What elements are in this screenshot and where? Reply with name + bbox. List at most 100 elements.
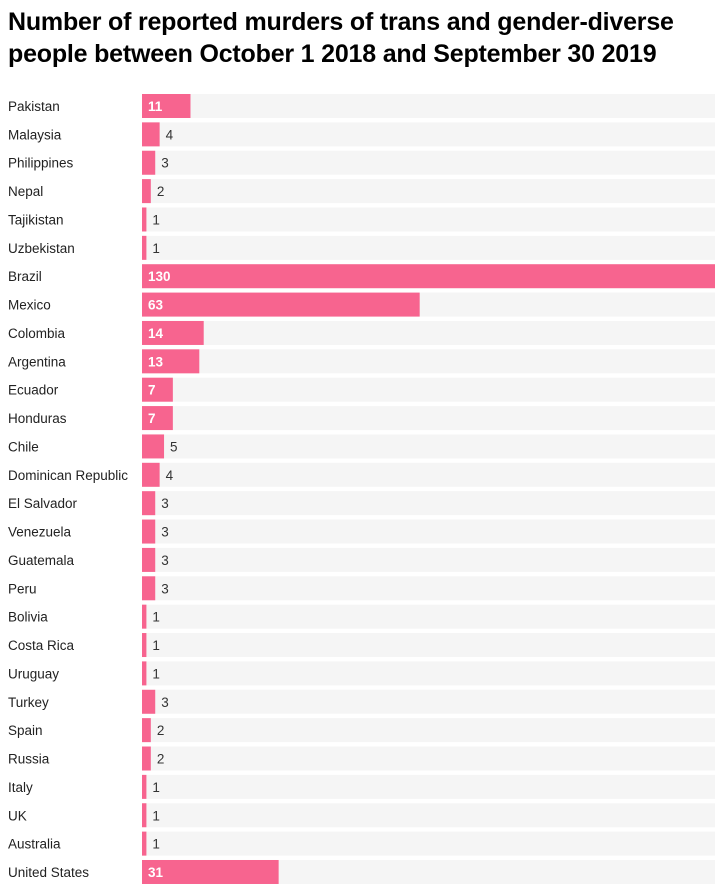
category-label: United States <box>8 865 89 880</box>
bar <box>142 122 160 147</box>
data-label: 1 <box>152 780 160 795</box>
data-label: 14 <box>148 326 164 341</box>
bar-track <box>142 661 715 686</box>
data-label: 5 <box>170 439 178 454</box>
category-label: Nepal <box>8 184 43 199</box>
category-label: Russia <box>8 752 50 767</box>
bar <box>142 406 173 431</box>
category-label: Argentina <box>8 354 66 369</box>
data-label: 2 <box>157 723 165 738</box>
bar <box>142 491 156 516</box>
data-label: 11 <box>148 99 163 114</box>
bar <box>142 94 191 118</box>
bar-track <box>142 604 715 629</box>
category-label: Brazil <box>8 269 42 284</box>
category-label: Italy <box>8 780 33 795</box>
bar <box>142 576 156 601</box>
data-label: 31 <box>148 865 164 880</box>
bar-track <box>142 406 715 431</box>
bar <box>142 689 156 714</box>
bar-track <box>142 179 715 204</box>
bar <box>142 547 156 572</box>
category-label: Tajikistan <box>8 212 64 227</box>
bar <box>142 207 147 232</box>
data-label: 4 <box>166 468 174 483</box>
category-label: Mexico <box>8 298 51 313</box>
bar-track <box>142 150 715 175</box>
bar <box>142 150 156 175</box>
bar-track <box>142 547 715 572</box>
data-label: 3 <box>161 525 169 540</box>
bar <box>142 774 147 799</box>
bar-track <box>142 774 715 799</box>
data-label: 3 <box>161 156 169 171</box>
bar-track <box>142 576 715 601</box>
data-label: 1 <box>152 241 160 256</box>
bar-track <box>142 831 715 856</box>
category-label: Australia <box>8 837 61 852</box>
category-label: Guatemala <box>8 553 75 568</box>
bar <box>142 661 147 686</box>
bar-track <box>142 803 715 828</box>
bar <box>142 434 165 459</box>
data-label: 3 <box>161 553 169 568</box>
data-label: 1 <box>152 837 160 852</box>
bar-track <box>142 718 715 743</box>
category-label: El Salvador <box>8 496 78 511</box>
data-label: 1 <box>152 808 160 823</box>
bar <box>142 235 147 260</box>
bar <box>142 264 715 289</box>
category-label: Colombia <box>8 326 66 341</box>
bar-track <box>142 235 715 260</box>
category-label: Pakistan <box>8 99 60 114</box>
bar <box>142 718 151 743</box>
bar-track <box>142 320 715 345</box>
bar-track <box>142 207 715 232</box>
data-label: 3 <box>161 695 169 710</box>
category-label: Peru <box>8 581 37 596</box>
data-label: 3 <box>161 581 169 596</box>
bar <box>142 179 151 204</box>
bar-track <box>142 633 715 658</box>
bar <box>142 604 147 629</box>
bar-track <box>142 462 715 487</box>
bar-track <box>142 122 715 147</box>
data-label: 7 <box>148 411 156 426</box>
bar-track <box>142 349 715 374</box>
category-label: Philippines <box>8 156 74 171</box>
data-label: 2 <box>157 752 165 767</box>
bar <box>142 462 160 487</box>
category-label: Honduras <box>8 411 67 426</box>
category-label: Ecuador <box>8 383 59 398</box>
bar <box>142 377 173 402</box>
data-label: 2 <box>157 184 165 199</box>
data-label: 1 <box>152 666 160 681</box>
bar <box>142 859 279 884</box>
bar-track <box>142 689 715 714</box>
category-label: Turkey <box>8 695 49 710</box>
bar <box>142 320 204 345</box>
bar <box>142 292 420 317</box>
data-label: 63 <box>148 298 164 313</box>
data-label: 4 <box>166 127 174 142</box>
category-label: Uzbekistan <box>8 241 75 256</box>
bar <box>142 349 200 374</box>
data-label: 13 <box>148 354 164 369</box>
bar <box>142 633 147 658</box>
category-label: Bolivia <box>8 610 48 625</box>
bar-track <box>142 519 715 544</box>
category-label: Chile <box>8 439 39 454</box>
category-label: Venezuela <box>8 525 72 540</box>
category-label: Uruguay <box>8 666 59 681</box>
bar-track <box>142 746 715 771</box>
data-label: 3 <box>161 496 169 511</box>
category-label: Dominican Republic <box>8 468 128 483</box>
data-label: 1 <box>152 638 160 653</box>
data-label: 7 <box>148 383 156 398</box>
data-label: 1 <box>152 610 160 625</box>
bar-track <box>142 377 715 402</box>
category-label: Costa Rica <box>8 638 75 653</box>
category-label: Malaysia <box>8 127 62 142</box>
category-label: UK <box>8 808 27 823</box>
